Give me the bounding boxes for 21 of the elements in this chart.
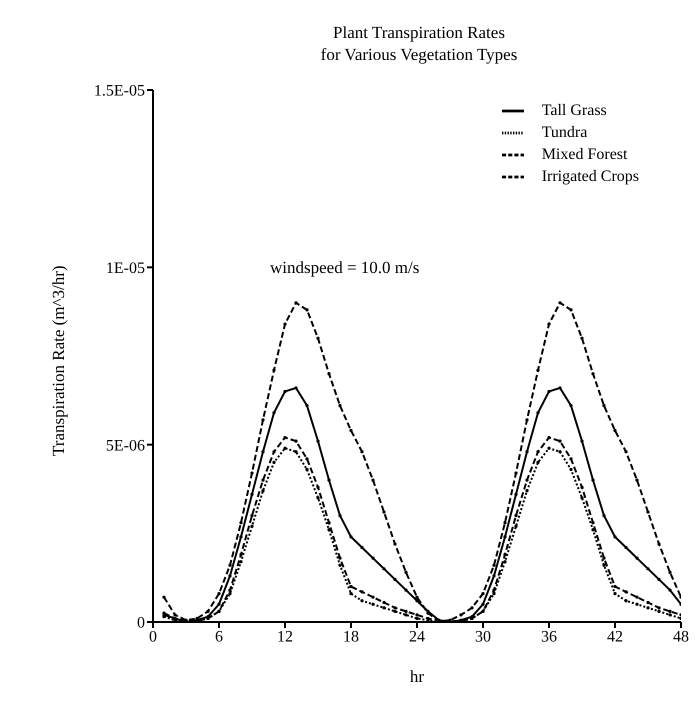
x-tick-label: 18 xyxy=(343,628,359,646)
x-tick-label: 12 xyxy=(277,628,293,646)
x-tick-label: 6 xyxy=(215,628,223,646)
x-tick-label: 36 xyxy=(541,628,557,646)
y-tick-label: 1.5E-05 xyxy=(94,82,145,100)
x-tick-label: 48 xyxy=(673,628,689,646)
legend-label: Tundra xyxy=(542,124,588,141)
annotation: windspeed = 10.0 m/s xyxy=(270,258,420,278)
x-axis-title: hr xyxy=(410,667,424,686)
x-tick-label: 42 xyxy=(607,628,623,646)
legend-label: Tall Grass xyxy=(542,102,607,119)
y-tick-label: 5E-06 xyxy=(106,437,145,454)
chart-title: Plant Transpiration Rates for Various Vegetation Types xyxy=(320,22,518,66)
y-tick-label: 0 xyxy=(137,614,145,632)
x-tick-label: 24 xyxy=(409,628,425,646)
x-tick-label: 0 xyxy=(149,628,157,646)
x-tick-label: 30 xyxy=(475,628,491,646)
legend-label: Mixed Forest xyxy=(542,146,628,163)
y-tick-label: 1E-05 xyxy=(106,260,145,278)
y-axis-title: Transpiration Rate (m^3/hr) xyxy=(49,265,68,456)
legend-label: Irrigated Crops xyxy=(542,168,639,185)
